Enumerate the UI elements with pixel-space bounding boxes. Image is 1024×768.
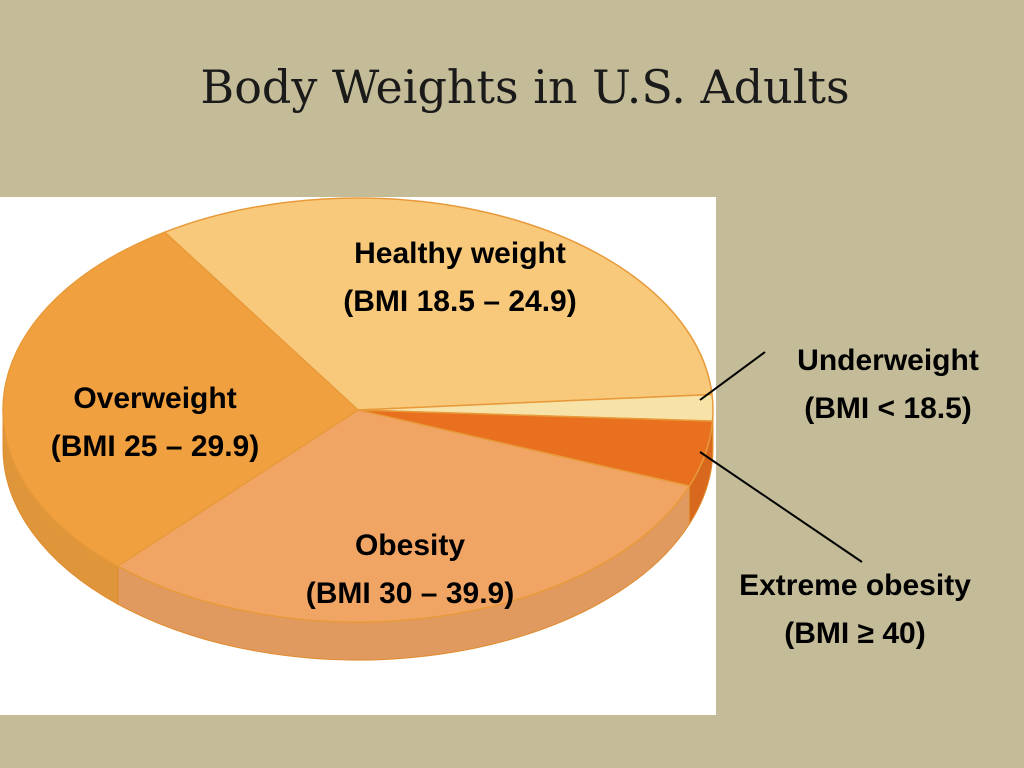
slice-label: Healthy weight <box>354 237 566 270</box>
slice-label: Obesity <box>355 529 465 562</box>
leader-line <box>699 451 863 563</box>
slice-label: Extreme obesity <box>739 569 971 602</box>
slice-range: (BMI 18.5 – 24.9) <box>343 285 576 318</box>
leader-line <box>699 351 766 401</box>
slice-range: (BMI 25 – 29.9) <box>51 430 259 463</box>
slice-label: Underweight <box>797 344 979 377</box>
pie-slice <box>163 197 713 411</box>
pie-slice <box>116 409 691 623</box>
slice-range: (BMI < 18.5) <box>804 392 972 425</box>
slice-range: (BMI 30 – 39.9) <box>306 577 514 610</box>
slice-label: Overweight <box>73 382 236 415</box>
pie-slice <box>2 231 360 567</box>
slice-range: (BMI ≥ 40) <box>784 617 925 650</box>
slide-title: Body Weights in U.S. Adults <box>200 60 849 114</box>
